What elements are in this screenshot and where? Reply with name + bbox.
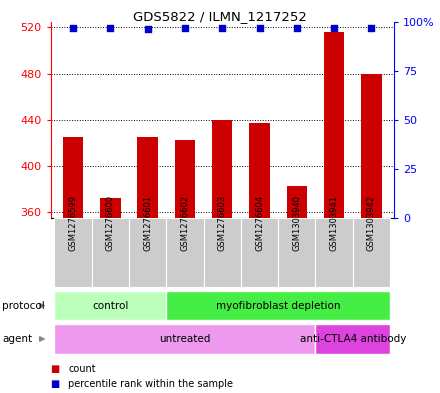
Bar [129,218,166,287]
Text: myofibroblast depletion: myofibroblast depletion [216,301,341,310]
Bar [54,291,166,320]
Bar [324,32,345,218]
Point [107,24,114,31]
Bar [353,218,390,287]
Bar [175,140,195,218]
Text: count: count [68,364,96,375]
Text: anti-CTLA4 antibody: anti-CTLA4 antibody [300,334,406,344]
Point [181,24,188,31]
Bar [166,291,390,320]
Text: GSM1276601: GSM1276601 [143,195,152,251]
Bar [249,123,270,218]
Text: ■: ■ [51,379,60,389]
Text: GDS5822 / ILMN_1217252: GDS5822 / ILMN_1217252 [133,10,307,23]
Text: GSM1303942: GSM1303942 [367,195,376,251]
Bar [92,218,129,287]
Point [368,24,375,31]
Point [293,24,301,31]
Text: control: control [92,301,128,310]
Bar [361,73,381,218]
Text: ■: ■ [51,364,60,375]
Point [256,24,263,31]
Bar [212,120,232,218]
Text: GSM1303941: GSM1303941 [330,195,339,251]
Text: GSM1276600: GSM1276600 [106,195,115,251]
Text: percentile rank within the sample: percentile rank within the sample [68,379,233,389]
Bar [54,218,92,287]
Bar [241,218,278,287]
Text: GSM1276603: GSM1276603 [218,195,227,251]
Text: protocol: protocol [2,301,45,310]
Bar [315,324,390,354]
Text: GSM1303940: GSM1303940 [292,195,301,251]
Point [70,24,77,31]
Bar [137,137,158,218]
Point [219,24,226,31]
Bar [278,218,315,287]
Text: agent: agent [2,334,32,344]
Bar [315,218,353,287]
Bar [286,186,307,218]
Bar [204,218,241,287]
Bar [100,198,121,218]
Text: GSM1276599: GSM1276599 [69,195,77,251]
Bar [166,218,204,287]
Text: untreated: untreated [159,334,211,344]
Point [144,26,151,33]
Point [330,24,337,31]
Text: GSM1276604: GSM1276604 [255,195,264,251]
Text: GSM1276602: GSM1276602 [180,195,189,251]
Bar [63,137,83,218]
Bar [54,324,315,354]
